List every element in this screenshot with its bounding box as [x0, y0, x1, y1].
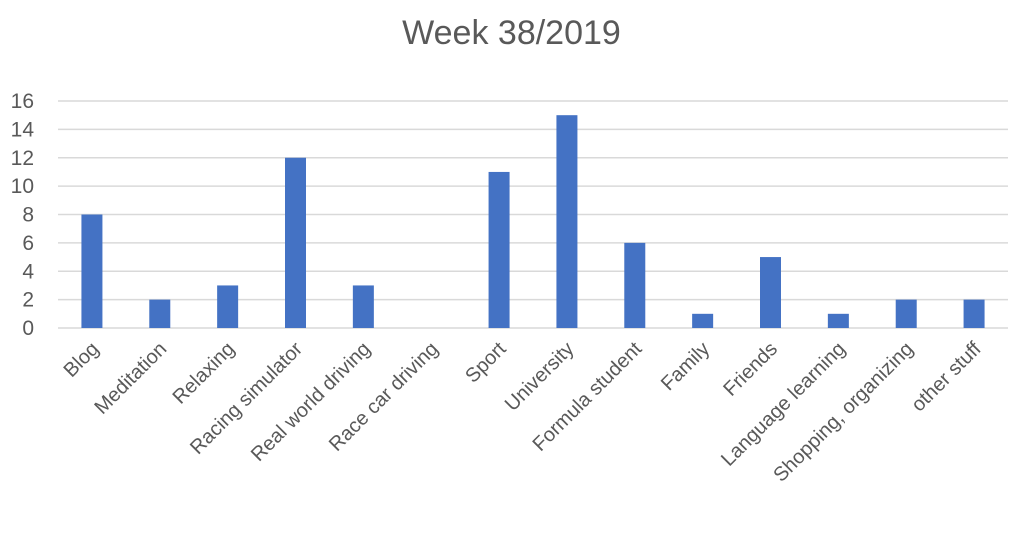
x-category-label: other stuff — [907, 338, 986, 417]
y-tick-label: 10 — [11, 175, 34, 198]
y-tick-label: 14 — [11, 118, 35, 141]
bar — [352, 285, 374, 328]
x-category-label: Language learning — [717, 338, 850, 471]
y-tick-label: 12 — [11, 147, 34, 170]
bar — [81, 214, 103, 328]
bars — [81, 115, 985, 328]
bar — [556, 115, 578, 328]
x-category-label: Real world driving — [247, 338, 375, 466]
x-category-label: Sport — [461, 338, 511, 388]
y-tick-label: 6 — [22, 232, 34, 255]
bar — [895, 299, 917, 328]
x-category-label: Friends — [719, 338, 782, 401]
bar — [963, 299, 985, 328]
y-tick-label: 2 — [22, 289, 34, 312]
bar — [149, 299, 171, 328]
bar — [488, 171, 510, 328]
bar — [827, 313, 849, 328]
y-tick-label: 4 — [22, 260, 34, 283]
bar — [285, 157, 306, 328]
bar — [692, 313, 714, 328]
bar — [760, 257, 781, 328]
y-tick-label: 16 — [11, 90, 34, 113]
y-tick-label: 8 — [22, 204, 34, 227]
gridlines — [58, 100, 1008, 329]
y-tick-label: 0 — [22, 317, 34, 340]
x-category-label: Shopping, organizing — [769, 338, 917, 486]
x-category-label: Meditation — [91, 338, 172, 419]
bar — [624, 242, 646, 328]
y-axis-ticks: 0 2 4 6 8 10 12 14 16 — [11, 90, 35, 340]
x-category-label: Relaxing — [169, 338, 240, 409]
x-category-label: Blog — [60, 338, 104, 382]
x-category-label: Family — [657, 338, 714, 395]
chart-title: Week 38/2019 — [402, 14, 621, 52]
bar — [217, 285, 239, 328]
